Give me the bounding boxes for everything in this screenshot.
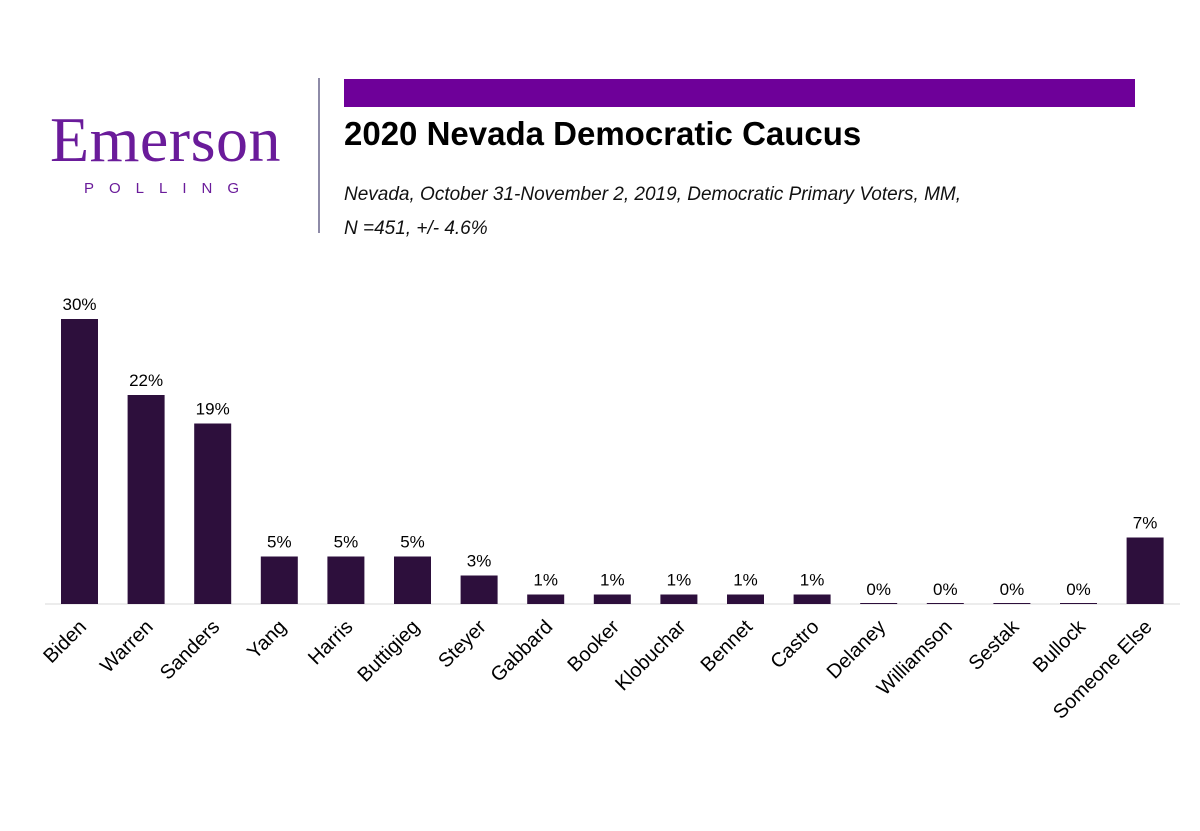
bar-klobuchar	[660, 594, 698, 604]
data-label: 5%	[400, 533, 425, 552]
x-tick-label: Sanders	[156, 616, 224, 684]
bar-booker	[593, 594, 631, 604]
chart-subtitle: Nevada, October 31-November 2, 2019, Dem…	[344, 178, 1124, 246]
chart-title: 2020 Nevada Democratic Caucus	[344, 115, 862, 152]
data-label: 0%	[933, 580, 958, 599]
x-tick-label: Steyer	[434, 616, 491, 673]
header-divider	[318, 78, 320, 233]
logo-subtext: POLLING	[84, 180, 255, 197]
x-tick-label: Warren	[96, 616, 157, 677]
x-tick-label: Sestak	[965, 615, 1024, 674]
data-label: 3%	[467, 552, 492, 571]
x-tick-label: Bennet	[697, 616, 758, 677]
x-tick-label: Harris	[304, 616, 357, 669]
bar-bullock	[1060, 603, 1097, 604]
data-label: 1%	[600, 571, 625, 590]
bar-someone-else	[1126, 537, 1164, 604]
bar-buttigieg	[394, 556, 431, 604]
bar-delaney	[860, 603, 898, 604]
x-tick-label: Biden	[39, 616, 91, 668]
data-label: 1%	[800, 571, 825, 590]
emerson-polling-logo: Emerson POLLING	[50, 104, 310, 198]
logo-wordmark: Emerson	[50, 104, 281, 175]
data-label: 0%	[1066, 580, 1091, 599]
data-label: 0%	[1000, 580, 1025, 599]
bar-steyer	[460, 575, 498, 604]
x-tick-label: Yang	[243, 616, 291, 664]
x-tick-label: Bullock	[1029, 615, 1091, 677]
accent-bar	[344, 79, 1135, 107]
bar-biden	[61, 319, 98, 604]
x-tick-label: Klobuchar	[611, 616, 690, 695]
bar-gabbard	[527, 594, 565, 604]
data-label: 1%	[733, 571, 758, 590]
bar-bennet	[727, 594, 764, 604]
x-tick-label: Buttigieg	[353, 616, 424, 687]
bar-yang	[260, 556, 298, 604]
bar-williamson	[926, 603, 964, 604]
x-tick-label: Delaney	[823, 616, 890, 683]
data-label: 1%	[533, 571, 558, 590]
data-label: 22%	[129, 371, 163, 390]
bar-sanders	[194, 423, 232, 604]
data-label: 5%	[267, 533, 292, 552]
bar-castro	[793, 594, 831, 604]
data-label: 19%	[196, 400, 230, 419]
data-label: 1%	[667, 571, 692, 590]
x-tick-label: Gabbard	[487, 616, 558, 687]
bar-warren	[127, 395, 165, 604]
x-tick-label: Booker	[563, 616, 624, 677]
subtitle-line-1: Nevada, October 31-November 2, 2019, Dem…	[344, 184, 962, 205]
data-label: 30%	[62, 295, 96, 314]
subtitle-line-2: N =451, +/- 4.6%	[344, 218, 488, 239]
bar-sestak	[993, 603, 1031, 604]
data-label: 5%	[334, 533, 359, 552]
data-label: 7%	[1133, 514, 1158, 533]
data-label: 0%	[866, 580, 891, 599]
bar-harris	[327, 556, 365, 604]
x-tick-label: Castro	[766, 616, 823, 673]
